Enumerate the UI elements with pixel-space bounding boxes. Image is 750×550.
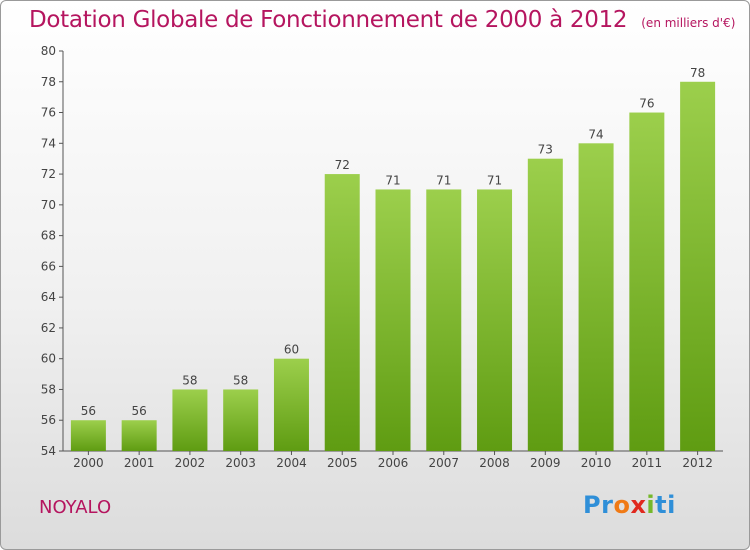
bar [375, 189, 411, 451]
bar [172, 389, 208, 451]
x-tick-label: 2007 [428, 456, 459, 470]
bar-value-label: 71 [436, 173, 451, 187]
y-tick-label: 72 [41, 167, 56, 181]
x-tick-label: 2010 [581, 456, 612, 470]
bar-value-label: 74 [588, 127, 603, 141]
bar [121, 420, 157, 451]
bars: 56 56 58 58 60 72 71 71 71 73 74 76 78 [70, 66, 716, 452]
y-tick-label: 70 [41, 198, 56, 212]
bar [223, 389, 259, 451]
bar-value-label: 56 [132, 404, 147, 418]
bar [70, 420, 106, 451]
bar [629, 112, 665, 452]
axes: 54 56 58 60 62 64 66 68 70 72 74 76 78 80 2000 2001 2002… [41, 44, 723, 470]
proxiti-logo: Proxiti [583, 491, 676, 519]
x-tick-label: 2008 [479, 456, 510, 470]
y-tick-label: 56 [41, 413, 56, 427]
chart-title-text: Dotation Globale de Fonctionnement de 20… [29, 7, 628, 33]
y-tick-label: 62 [41, 321, 56, 335]
bar [273, 358, 309, 451]
y-tick-label: 66 [41, 259, 56, 273]
x-tick-label: 2011 [632, 456, 663, 470]
x-tick-label: 2004 [276, 456, 307, 470]
bar-value-label: 76 [639, 97, 654, 111]
y-tick-label: 58 [41, 382, 56, 396]
chart-title: Dotation Globale de Fonctionnement de 20… [29, 7, 735, 33]
x-tick-label: 2009 [530, 456, 561, 470]
bar [477, 189, 513, 451]
x-tick-label: 2006 [378, 456, 409, 470]
bar [527, 158, 563, 451]
x-tick-label: 2000 [73, 456, 104, 470]
bar-value-label: 78 [690, 66, 705, 80]
bar-value-label: 71 [487, 173, 502, 187]
bar-value-label: 71 [385, 173, 400, 187]
bar-value-label: 58 [233, 373, 248, 387]
x-tick-label: 2001 [124, 456, 155, 470]
bar [426, 189, 462, 451]
y-tick-label: 64 [41, 290, 56, 304]
unit-note: (en milliers d'€) [641, 16, 736, 30]
y-tick-label: 74 [41, 136, 56, 150]
bar-value-label: 56 [81, 404, 96, 418]
y-tick-label: 78 [41, 75, 56, 89]
commune-name: NOYALO [39, 497, 112, 518]
x-tick-label: 2012 [682, 456, 713, 470]
bar-value-label: 73 [538, 143, 553, 157]
bar [324, 174, 360, 452]
bar-value-label: 58 [182, 373, 197, 387]
x-tick-label: 2003 [225, 456, 256, 470]
bar [578, 143, 614, 452]
x-tick-label: 2002 [175, 456, 206, 470]
x-tick-label: 2005 [327, 456, 358, 470]
y-tick-label: 80 [41, 44, 56, 58]
y-tick-label: 76 [41, 106, 56, 120]
y-tick-label: 60 [41, 352, 56, 366]
y-tick-label: 68 [41, 229, 56, 243]
bar-value-label: 72 [335, 158, 350, 172]
bar [680, 81, 716, 452]
y-tick-label: 54 [41, 444, 56, 458]
bar-value-label: 60 [284, 343, 299, 357]
